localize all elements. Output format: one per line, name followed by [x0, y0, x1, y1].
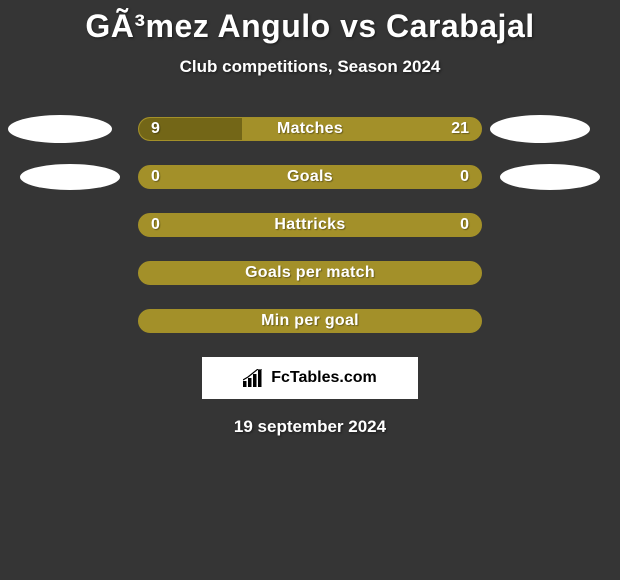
player-ellipse-right: [500, 164, 600, 190]
barchart-icon: [243, 369, 265, 387]
stat-label: Hattricks: [139, 214, 481, 236]
page-title: GÃ³mez Angulo vs Carabajal: [0, 0, 620, 45]
page-subtitle: Club competitions, Season 2024: [0, 57, 620, 77]
player-ellipse-left: [20, 164, 120, 190]
player-ellipse-right: [490, 115, 590, 143]
stat-bar: Min per goal: [138, 309, 482, 333]
logo-text: FcTables.com: [271, 369, 377, 387]
player-ellipse-left: [8, 115, 112, 143]
comparison-row: Goals per match: [0, 261, 620, 287]
comparison-row: 00Goals: [0, 165, 620, 191]
stat-label: Goals: [139, 166, 481, 188]
stat-bar: 921Matches: [138, 117, 482, 141]
stat-bar: Goals per match: [138, 261, 482, 285]
comparison-row: 921Matches: [0, 117, 620, 143]
comparison-rows: 921Matches 00Goals 00Hattricks Goals per ma…: [0, 117, 620, 335]
stat-label: Goals per match: [139, 262, 481, 284]
stat-label: Matches: [139, 118, 481, 140]
logo-box: FcTables.com: [202, 357, 418, 399]
stat-label: Min per goal: [139, 310, 481, 332]
comparison-row: Min per goal: [0, 309, 620, 335]
date-text: 19 september 2024: [0, 417, 620, 437]
comparison-row: 00Hattricks: [0, 213, 620, 239]
stat-bar: 00Hattricks: [138, 213, 482, 237]
stat-bar: 00Goals: [138, 165, 482, 189]
